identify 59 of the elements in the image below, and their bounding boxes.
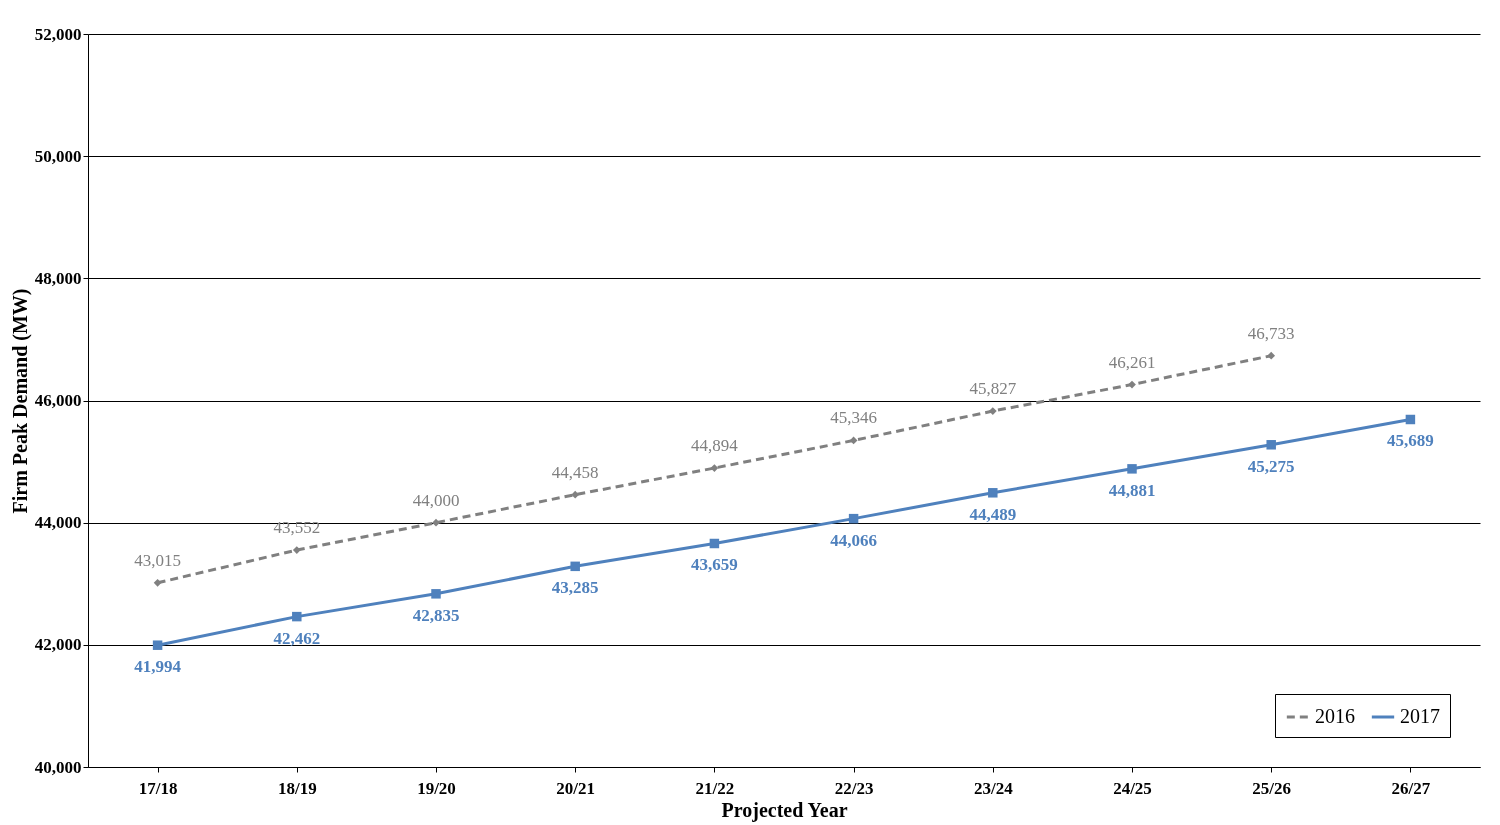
point bbox=[988, 407, 997, 415]
data-label: 46,261 bbox=[1108, 352, 1156, 372]
point bbox=[1405, 414, 1416, 425]
point bbox=[710, 464, 719, 472]
y-tick-label: 44,000 bbox=[34, 513, 82, 533]
point bbox=[292, 611, 302, 622]
point bbox=[571, 490, 580, 499]
data-label: 43,015 bbox=[134, 550, 181, 570]
y-tick-label: 42,000 bbox=[34, 635, 82, 655]
data-label: 41,994 bbox=[134, 657, 182, 677]
point bbox=[152, 640, 163, 650]
x-tick-label: 21/22 bbox=[695, 778, 735, 798]
x-tick-label: 26/27 bbox=[1391, 778, 1431, 798]
point bbox=[153, 578, 162, 587]
point bbox=[570, 561, 580, 572]
point bbox=[988, 488, 998, 498]
data-label: 44,458 bbox=[551, 462, 599, 482]
y-axis-title: Firm Peak Demand (MW) bbox=[8, 288, 32, 514]
point bbox=[1128, 380, 1136, 389]
legend-label: 2017 bbox=[1400, 705, 1440, 727]
data-label: 43,659 bbox=[691, 555, 738, 575]
x-tick-label: 22/23 bbox=[834, 778, 874, 798]
y-tick-label: 46,000 bbox=[34, 391, 82, 410]
data-label: 42,462 bbox=[273, 628, 321, 648]
data-label: 45,827 bbox=[969, 379, 1017, 399]
point bbox=[849, 436, 858, 445]
point bbox=[848, 513, 859, 524]
point bbox=[1266, 440, 1276, 450]
point bbox=[709, 538, 720, 549]
data-label: 46,733 bbox=[1247, 323, 1295, 343]
x-tick-label: 24/25 bbox=[1113, 778, 1152, 798]
data-label: 43,285 bbox=[551, 578, 599, 598]
data-label: 43,552 bbox=[273, 518, 321, 538]
point bbox=[431, 589, 441, 599]
y-tick-label: 50,000 bbox=[34, 146, 82, 166]
data-label: 44,894 bbox=[691, 436, 739, 456]
data-label: 45,346 bbox=[830, 408, 877, 428]
x-tick-label: 19/20 bbox=[417, 778, 456, 798]
data-label: 44,881 bbox=[1108, 480, 1156, 500]
data-label: 42,835 bbox=[412, 605, 460, 625]
x-tick-label: 25/26 bbox=[1252, 778, 1292, 798]
data-label: 45,689 bbox=[1387, 431, 1434, 451]
data-label: 45,275 bbox=[1247, 456, 1295, 476]
data-label: 44,000 bbox=[412, 490, 460, 510]
x-tick-label: 17/18 bbox=[138, 778, 178, 798]
x-tick-label: 20/21 bbox=[556, 778, 596, 798]
data-label: 44,066 bbox=[830, 530, 877, 550]
y-tick-label: 48,000 bbox=[34, 268, 82, 288]
point bbox=[1267, 351, 1276, 360]
point bbox=[432, 518, 440, 527]
legend-label: 2016 bbox=[1315, 705, 1355, 727]
y-tick-label: 40,000 bbox=[34, 757, 82, 777]
x-axis-title: Projected Year bbox=[721, 798, 848, 822]
point bbox=[292, 546, 301, 554]
x-tick-label: 23/24 bbox=[973, 778, 1014, 798]
data-label: 44,489 bbox=[969, 504, 1017, 524]
point bbox=[1127, 464, 1137, 474]
x-tick-label: 18/19 bbox=[277, 778, 317, 798]
y-tick-label: 52,000 bbox=[34, 24, 82, 44]
